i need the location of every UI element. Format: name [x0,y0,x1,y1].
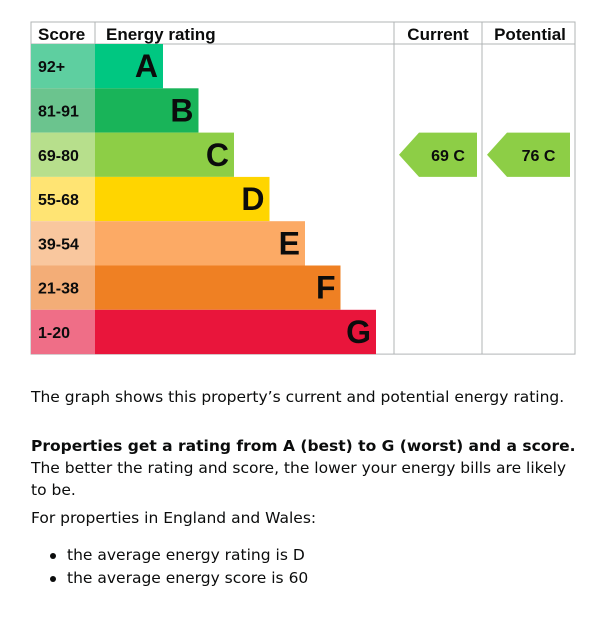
average-score-item: the average energy score is 60 [31,567,308,590]
rating-bar-e [95,221,305,266]
current-rating-arrow-label: 69 C [431,148,465,165]
score-range-cell-f [31,265,95,310]
rating-bar-f [95,265,341,310]
rating-arrows: 69 C 76 C [399,132,570,177]
current-rating-arrow [399,132,477,177]
score-range-cell-a [31,44,95,89]
score-range-label-b: 81-91 [38,103,79,120]
energy-rating-chart: Score Energy rating Current Potential 92… [30,21,576,355]
potential-column-header: Potential [494,25,566,44]
potential-rating-arrow [487,132,570,177]
rating-letter-c: C [206,137,229,173]
score-range-label-e: 39-54 [38,236,79,253]
score-range-label-g: 1-20 [38,325,70,342]
rating-bar-a [95,44,163,89]
rating-letter-e: E [279,225,300,261]
rating-explanation-rest: The better the rating and score, the low… [31,459,567,499]
energy-rating-column-header: Energy rating [106,25,216,44]
rating-bar-g [95,309,376,355]
rating-bands: 92+ A 81-91 B 69-80 C 55-68 D 39-54 E 21-38 F 1-20 G [31,44,376,355]
score-range-cell-g [31,309,95,355]
score-range-label-a: 92+ [38,59,65,76]
rating-bar-d [95,176,270,222]
rating-explanation: Properties get a rating from A (best) to… [31,435,576,501]
rating-bar-c [95,132,234,177]
average-intro: For properties in England and Wales: [31,509,317,527]
average-list: the average energy rating is D the avera… [31,544,308,590]
rating-letter-a: A [135,48,158,84]
rating-letter-d: D [241,181,264,217]
score-range-cell-e [31,221,95,266]
score-range-label-f: 21-38 [38,281,79,298]
score-range-label-d: 55-68 [38,192,79,209]
score-column-header: Score [38,25,85,44]
current-column-header: Current [407,25,469,44]
potential-rating-arrow-label: 76 C [522,148,556,165]
rating-letter-b: B [170,92,193,128]
rating-bar-b [95,88,199,133]
rating-explanation-bold: Properties get a rating from A (best) to… [31,437,576,455]
score-range-cell-b [31,88,95,133]
graph-description: The graph shows this property’s current … [31,388,565,406]
average-rating-item: the average energy rating is D [31,544,308,567]
chart-headers: Score Energy rating Current Potential [38,25,566,44]
score-range-cell-d [31,176,95,222]
score-range-label-c: 69-80 [38,148,79,165]
score-range-cell-c [31,132,95,177]
rating-letter-g: G [346,314,371,350]
rating-letter-f: F [316,270,336,306]
